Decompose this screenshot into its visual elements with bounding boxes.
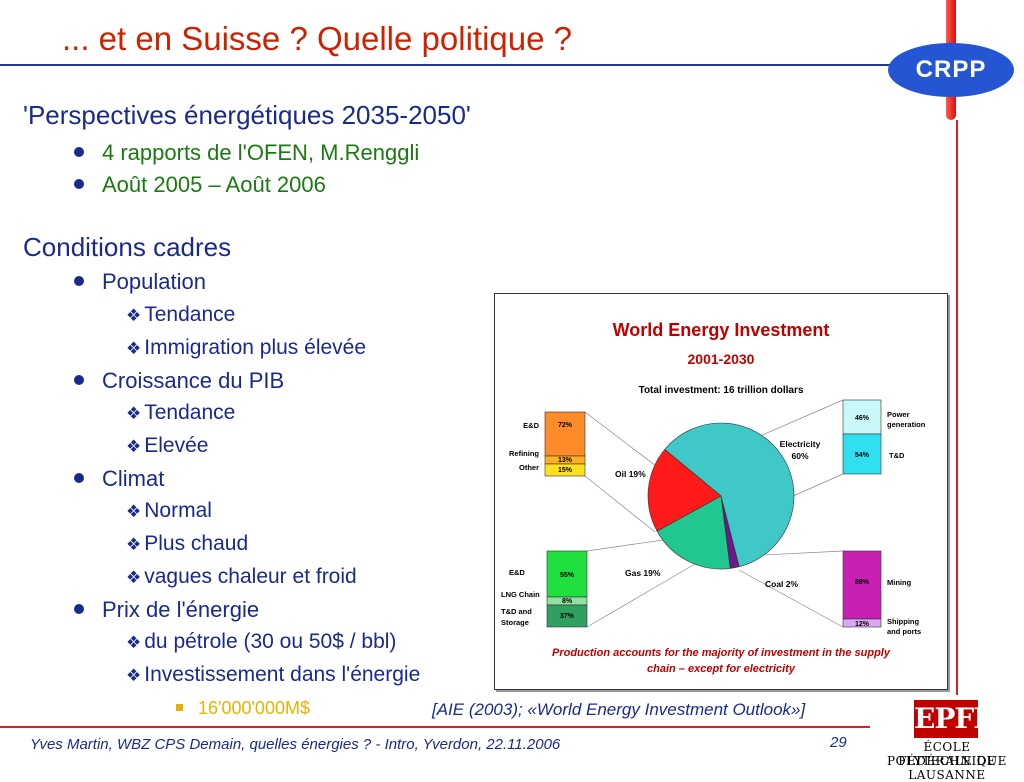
gas-ed-value: 55% xyxy=(560,572,575,579)
diamond-bullet-icon: ❖ xyxy=(126,306,142,325)
epfl-name-line1: ÉCOLE POLYTECHNIQUE xyxy=(887,740,1007,768)
footer-divider xyxy=(0,726,870,728)
elec-power-label: Power generation xyxy=(887,410,926,429)
bullet-prix: Prix de l'énergie xyxy=(74,597,259,623)
slice-label-coal: Coal 2% xyxy=(765,579,799,589)
oil-ed-value: 72% xyxy=(558,422,573,429)
connector-line xyxy=(584,475,656,533)
coal-mining-value: 88% xyxy=(855,579,870,586)
sub-bullet: ❖ Immigration plus élevée xyxy=(126,336,367,359)
diamond-bullet-icon: ❖ xyxy=(126,404,142,423)
slice-label-oil: Oil 19% xyxy=(615,469,646,479)
section-heading-perspectives: 'Perspectives énergétiques 2035-2050' xyxy=(23,100,471,130)
sub-bullet: ❖ Investissement dans l'énergie xyxy=(126,663,421,686)
connector-line xyxy=(752,399,844,440)
bullet-dot-icon xyxy=(74,179,84,190)
epfl-mark: EPFL xyxy=(914,700,993,738)
diamond-bullet-icon: ❖ xyxy=(126,502,142,521)
connector-line xyxy=(586,538,671,552)
sub-bullet: ❖ Tendance xyxy=(126,303,236,326)
coal-mining-segment xyxy=(842,550,882,620)
bullet-climat: Climat xyxy=(74,466,164,492)
red-accent-line xyxy=(956,120,958,695)
oil-other-value: 15% xyxy=(558,467,573,474)
diamond-bullet-icon: ❖ xyxy=(126,535,142,554)
source-citation: [AIE (2003); «World Energy Investment Ou… xyxy=(432,700,806,719)
square-bullet-icon xyxy=(176,703,183,711)
chart-title: World Energy Investment xyxy=(613,320,830,340)
coal-shipping-value: 12% xyxy=(855,621,870,628)
diamond-bullet-icon: ❖ xyxy=(126,666,142,685)
gas-lng-value: 8% xyxy=(562,598,573,605)
diamond-bullet-icon: ❖ xyxy=(126,568,142,587)
elec-power-segment xyxy=(842,399,882,435)
title-divider xyxy=(0,64,900,66)
bullet-pib: Croissance du PIB xyxy=(74,368,284,394)
gas-ed-label: E&D xyxy=(509,568,525,577)
pie-slice-oil xyxy=(647,449,722,532)
epfl-logo: EPFL ÉCOLE POLYTECHNIQUE FÉDÉRALE DE LAU… xyxy=(870,700,1024,782)
oil-ed-label: E&D xyxy=(523,421,539,430)
slice-label-gas: Gas 19% xyxy=(625,568,661,578)
bullet-dot-icon xyxy=(74,147,84,158)
epfl-name-line2: FÉDÉRALE DE LAUSANNE xyxy=(898,754,996,782)
diamond-bullet-icon: ❖ xyxy=(126,437,142,456)
bullet-dates: Août 2005 – Août 2006 xyxy=(74,172,326,198)
diamond-bullet-icon: ❖ xyxy=(126,633,142,652)
sub-bullet: ❖ du pétrole (30 ou 50$ / bbl) xyxy=(126,630,397,653)
page-number: 29 xyxy=(830,734,847,751)
elec-td-value: 54% xyxy=(855,452,870,459)
elec-td-segment xyxy=(842,433,882,475)
oil-other-label: Other xyxy=(519,463,539,472)
pie-slice-electricity xyxy=(664,422,795,568)
chart-total-label: Total investment: 16 trillion dollars xyxy=(639,385,804,396)
elec-power-value: 46% xyxy=(855,415,870,422)
oil-other-segment xyxy=(544,463,586,477)
sub-sub-bullet: 16'000'000M$ xyxy=(176,698,310,719)
investment-figure: World Energy Investment 2001-2030 Total … xyxy=(494,293,948,690)
connector-line xyxy=(586,563,696,628)
gas-td-segment xyxy=(546,604,588,628)
slide-title: ... et en Suisse ? Quelle politique ? xyxy=(62,20,572,57)
bullet-dot-icon xyxy=(74,276,84,287)
coal-shipping-segment xyxy=(842,618,882,628)
connector-line xyxy=(738,569,844,628)
crpp-logo: CRPP xyxy=(888,43,1014,97)
oil-refining-label: Refining xyxy=(509,449,539,458)
investment-chart: World Energy Investment 2001-2030 Total … xyxy=(501,320,926,675)
sub-bullet: ❖ vagues chaleur et froid xyxy=(126,565,357,588)
oil-ed-segment xyxy=(544,411,586,457)
chart-subtitle: 2001-2030 xyxy=(688,351,755,367)
gas-td-label: T&D and Storage xyxy=(501,607,532,627)
sub-bullet: ❖ Tendance xyxy=(126,401,236,424)
bullet-rapports: 4 rapports de l'OFEN, M.Renggli xyxy=(74,140,419,166)
bullet-dot-icon xyxy=(74,604,84,615)
sub-bullet: ❖ Plus chaud xyxy=(126,532,249,555)
gas-td-value: 37% xyxy=(560,613,575,620)
sub-bullet: ❖ Normal xyxy=(126,499,212,522)
oil-refining-value: 13% xyxy=(558,457,573,464)
bullet-population: Population xyxy=(74,269,206,295)
coal-mining-label: Mining xyxy=(887,578,912,587)
chart-note-line1: Production accounts for the majority of … xyxy=(552,647,891,659)
sub-bullet: ❖ Elevée xyxy=(126,434,209,457)
footer-text: Yves Martin, WBZ CPS Demain, quelles éne… xyxy=(30,736,561,753)
bullet-dot-icon xyxy=(74,375,84,386)
diamond-bullet-icon: ❖ xyxy=(126,339,142,358)
bullet-dot-icon xyxy=(74,473,84,484)
pie-slice-gas xyxy=(656,495,731,570)
coal-shipping-label: Shipping and ports xyxy=(887,617,921,636)
chart-note-line2: chain – except for electricity xyxy=(647,663,796,675)
gas-lng-label: LNG Chain xyxy=(501,590,540,599)
section-heading-conditions: Conditions cadres xyxy=(23,232,232,262)
slice-label-electricity: Electricity 60% xyxy=(780,439,821,461)
elec-td-label: T&D xyxy=(889,451,905,460)
connector-line xyxy=(584,411,661,470)
